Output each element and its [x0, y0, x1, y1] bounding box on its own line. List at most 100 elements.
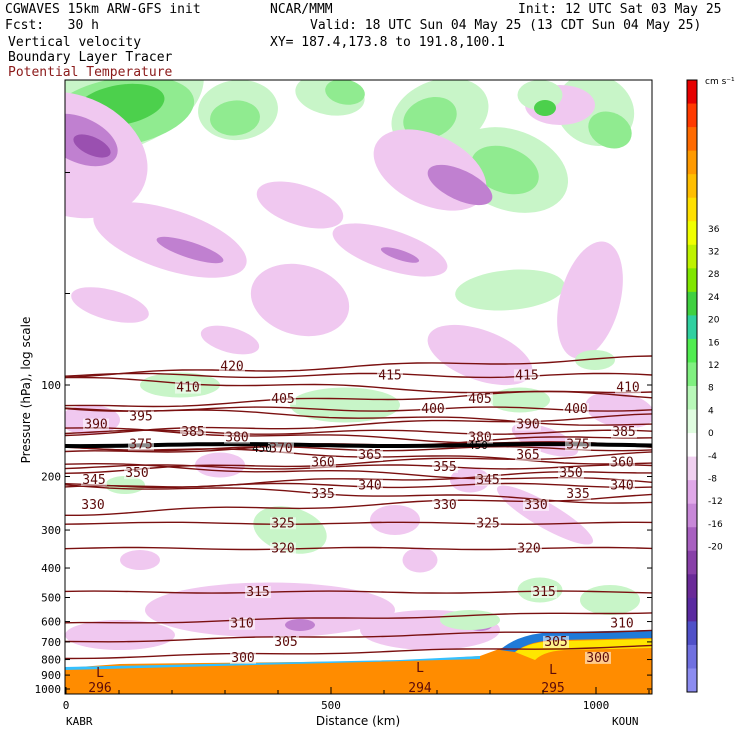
x-axis-title: Distance (km): [316, 714, 400, 728]
tracer-edge: [500, 630, 652, 652]
colorbar-label: 32: [708, 247, 719, 257]
colorbar-label: -4: [708, 452, 717, 462]
colorbar-swatch: [687, 80, 697, 105]
theta-contour-405: [65, 390, 652, 408]
theta-label-bg: [467, 431, 493, 444]
colorbar-swatch: [687, 433, 697, 458]
theta-label-bg: [224, 431, 250, 444]
theta-label: 405: [468, 392, 491, 407]
velocity-blob: [290, 387, 400, 423]
theta-label: 360: [311, 456, 334, 471]
velocity-blob: [471, 145, 539, 195]
theta-label-bg: [229, 617, 255, 630]
theta-label-bg: [273, 635, 299, 648]
velocity-blob: [200, 325, 260, 355]
colorbar-swatch: [687, 362, 697, 387]
theta-label: 310: [610, 617, 633, 632]
theta-label-bg: [432, 460, 458, 473]
theta-label: 340: [358, 478, 381, 493]
y-tick-label: 200: [41, 471, 61, 484]
colorbar-swatch: [687, 150, 697, 175]
velocity-blob: [402, 547, 438, 573]
velocity-blob: [403, 96, 457, 140]
theta-label-bg: [268, 442, 294, 455]
theta-contour-labels: 420 415 415 410 410 405 405 400 400 395 390 390 385 3…: [80, 360, 641, 696]
theta-label: 305: [544, 635, 567, 650]
theta-label: 310: [230, 617, 253, 632]
theta-label: 320: [271, 541, 294, 556]
theta-label: 400: [564, 402, 587, 417]
velocity-blob: [427, 324, 533, 386]
theta-label-bg: [175, 381, 201, 394]
theta-label: 325: [271, 516, 294, 531]
velocity-blob: [325, 80, 365, 105]
velocity-blob: [120, 550, 160, 570]
theta-label-bg: [377, 369, 403, 382]
colorbar-swatch: [687, 480, 697, 505]
colorbar-swatch: [687, 574, 697, 599]
theta-label: 385: [181, 425, 204, 440]
colorbar-swatch: [687, 244, 697, 269]
x-end-label-left: KABR: [66, 715, 93, 728]
theta-label: 385: [612, 425, 635, 440]
theta-label-bg: [124, 467, 150, 480]
velocity-blob: [450, 467, 490, 493]
colorbar-label: 28: [708, 270, 720, 280]
colorbar-label: 20: [708, 316, 720, 326]
header-forecast: Fcst: 30 h: [5, 18, 99, 33]
y-tick-label: 500: [41, 591, 61, 604]
theta-contour-360: [65, 451, 652, 474]
theta-label-bg: [515, 449, 541, 462]
theta-label-bg: [514, 369, 540, 382]
theta-label-bg: [543, 635, 569, 648]
theta-label: 415: [515, 368, 538, 383]
theta-label: 375: [566, 438, 589, 453]
velocity-blob: [557, 241, 623, 359]
theta-label: 410: [176, 381, 199, 396]
colorbar-label: 12: [708, 361, 719, 371]
theta-label-bg: [128, 410, 154, 423]
tropopause-label: 450: [468, 439, 488, 452]
theta-label-bg: [270, 517, 296, 530]
colorbar-swatch: [687, 644, 697, 669]
theta-label: 295: [541, 681, 564, 696]
colorbar-label: 8: [708, 384, 714, 394]
velocity-blob: [285, 619, 315, 631]
theta-label: 320: [517, 541, 540, 556]
velocity-blob: [380, 247, 420, 263]
colorbar-swatch: [687, 315, 697, 340]
theta-label: 410: [616, 381, 639, 396]
colorbar-units: cm s⁻¹: [705, 77, 735, 87]
velocity-blob: [575, 350, 615, 370]
x-tick-label: 0: [63, 699, 70, 712]
low-marker: L: [549, 663, 557, 678]
header-valid: Valid: 18 UTC Sun 04 May 25 (13 CDT Sun …: [310, 18, 702, 33]
colorbar-swatch: [687, 597, 697, 622]
theta-label: 330: [524, 498, 547, 513]
colorbar-swatch: [687, 386, 697, 411]
theta-label: 296: [88, 681, 111, 696]
theta-label-bg: [609, 617, 635, 630]
y-tick-label: 300: [41, 524, 61, 537]
y-tick-label: 400: [41, 562, 61, 575]
velocity-shading: [65, 80, 652, 650]
theta-label: 375: [129, 438, 152, 453]
colorbar-label: 4: [708, 406, 714, 416]
header-xy: XY= 187.4,173.8 to 191.8,100.1: [270, 35, 505, 50]
theta-label-bg: [310, 456, 336, 469]
theta-label: 335: [311, 487, 334, 502]
colorbar-swatch: [687, 338, 697, 363]
velocity-blob: [250, 263, 350, 337]
velocity-blob: [427, 164, 493, 206]
theta-label: 370: [269, 442, 292, 457]
colorbar-label: 36: [708, 225, 720, 235]
plot-frame: [64, 79, 653, 695]
theta-label-bg: [80, 498, 106, 511]
theta-label-bg: [420, 403, 446, 416]
theta-label-bg: [357, 449, 383, 462]
velocity-blob: [534, 100, 556, 116]
colorbar-swatch: [687, 174, 697, 199]
y-axis-title: Pressure (hPa), log scale: [19, 317, 33, 464]
x-tick-label: 500: [321, 699, 341, 712]
